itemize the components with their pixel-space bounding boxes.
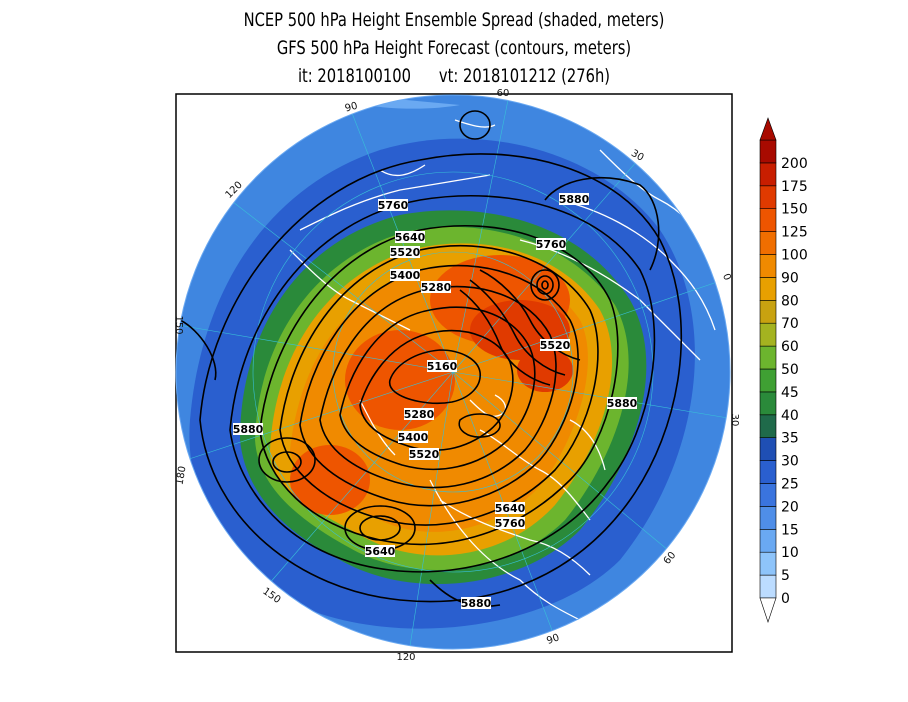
contour-label: 5160 (427, 360, 458, 373)
colorbar-tick-label: 10 (781, 545, 799, 561)
colorbar-tick-label: 5 (781, 568, 790, 584)
colorbar-swatch (759, 185, 777, 210)
colorbar-swatch (759, 414, 777, 438)
colorbar-swatch (759, 277, 777, 301)
colorbar-swatch (759, 208, 777, 232)
colorbar-swatch (759, 139, 777, 164)
contour-label: 5760 (378, 199, 409, 212)
longitude-label: 180 (174, 465, 188, 486)
contour-label-background (404, 408, 434, 420)
colorbar-swatch (759, 231, 777, 255)
colorbar-tick-label: 90 (781, 270, 799, 286)
longitude-label: 0 (720, 272, 733, 282)
colorbar-tick-label: 200 (781, 156, 808, 172)
contour-label: 5640 (395, 231, 426, 244)
longitude-label: 60 (497, 88, 510, 99)
contour-label-group: 5760 588056405520540052805760552051605280… (233, 193, 638, 610)
colorbar-tick-label: 45 (781, 385, 799, 401)
colorbar-max-arrow (759, 117, 777, 141)
contour-label: 5760 (495, 517, 526, 530)
contour-label-background (409, 448, 439, 460)
colorbar-tick-label: 80 (781, 293, 799, 309)
colorbar-tick-label: 0 (781, 591, 790, 607)
colorbar-tick-label: 150 (781, 202, 808, 218)
contour-label: 5400 (390, 269, 421, 282)
contour-label: 5520 (540, 339, 571, 352)
colorbar-tick-label: 40 (781, 408, 799, 424)
contour-label: 5880 (559, 193, 590, 206)
contour-label-background (390, 269, 420, 281)
contour-label-background (390, 246, 420, 258)
contour-label: 5880 (233, 423, 264, 436)
colorbar-swatch (759, 254, 777, 278)
colorbar-tick-label: 70 (781, 316, 799, 332)
colorbar-swatch (759, 322, 777, 347)
colorbar: 0 5 10 15 20 25 30 35 40 45 50 60 70 80 90 100 125 150 175… (759, 117, 808, 623)
longitude-label: 90 (545, 632, 561, 647)
contour-label-background (427, 360, 457, 372)
contour-label-background (536, 238, 566, 250)
coastlines (289, 119, 716, 621)
contour-label-background (421, 281, 451, 293)
title-line-3: it: 2018100100 vt: 2018101212 (276h) (297, 65, 611, 87)
colorbar-min-arrow (759, 597, 777, 623)
contour-label-background (398, 431, 428, 443)
contour-label: 5880 (461, 597, 492, 610)
contour-label: 5640 (365, 545, 396, 558)
globe-outline (175, 94, 731, 650)
longitude-label: 30 (729, 414, 740, 427)
contour-label: 5280 (421, 281, 452, 294)
colorbar-tick-label: 15 (781, 522, 799, 538)
colorbar-tick-label: 60 (781, 339, 799, 355)
colorbar-swatch (759, 437, 777, 461)
colorbar-tick-label: 125 (781, 225, 808, 241)
contour-label: 5880 (607, 397, 638, 410)
title-line-2: GFS 500 hPa Height Forecast (contours, m… (276, 37, 632, 59)
colorbar-swatch (759, 483, 777, 507)
colorbar-swatch (759, 460, 777, 484)
contour-label-background (540, 339, 570, 351)
colorbar-swatch (759, 551, 777, 576)
colorbar-tick-label: 100 (781, 248, 808, 264)
contour-label-background (607, 397, 637, 409)
colorbar-swatch (759, 391, 777, 416)
colorbar-swatch (759, 574, 777, 599)
colorbar-swatch (759, 506, 777, 530)
colorbar-tick-label: 175 (781, 179, 808, 195)
longitude-label: 120 (396, 652, 415, 663)
contour-label: 5520 (390, 246, 421, 259)
contour-label: 5760 (536, 238, 567, 251)
colorbar-swatch (759, 528, 777, 553)
title-line-1: NCEP 500 hPa Height Ensemble Spread (sha… (243, 9, 665, 31)
colorbar-tick-label: 25 (781, 477, 799, 493)
colorbar-tick-label: 30 (781, 454, 799, 470)
contour-label-background (461, 597, 491, 609)
contour-label-background (365, 545, 395, 557)
contour-label-background (559, 193, 589, 205)
contour-label-background (395, 231, 425, 243)
contour-label: 5640 (495, 502, 526, 515)
contour-label: 5400 (398, 431, 429, 444)
colorbar-tick-label: 20 (781, 499, 799, 515)
contour-label-background (378, 199, 408, 211)
colorbar-swatch (759, 162, 777, 187)
contour-label-background (233, 423, 263, 435)
colorbar-swatch (759, 368, 777, 393)
colorbar-swatch (759, 299, 777, 324)
contour-label-background (495, 502, 525, 514)
longitude-label: 90 (344, 101, 359, 115)
contour-label-background (495, 517, 525, 529)
longitude-label: 150 (173, 315, 184, 334)
contour-label: 5280 (404, 408, 435, 421)
title-block: NCEP 500 hPa Height Ensemble Spread (sha… (0, 6, 908, 90)
colorbar-tick-label: 35 (781, 431, 799, 447)
colorbar-tick-label: 50 (781, 362, 799, 378)
colorbar-swatch (759, 345, 777, 370)
contour-label: 5520 (409, 448, 440, 461)
